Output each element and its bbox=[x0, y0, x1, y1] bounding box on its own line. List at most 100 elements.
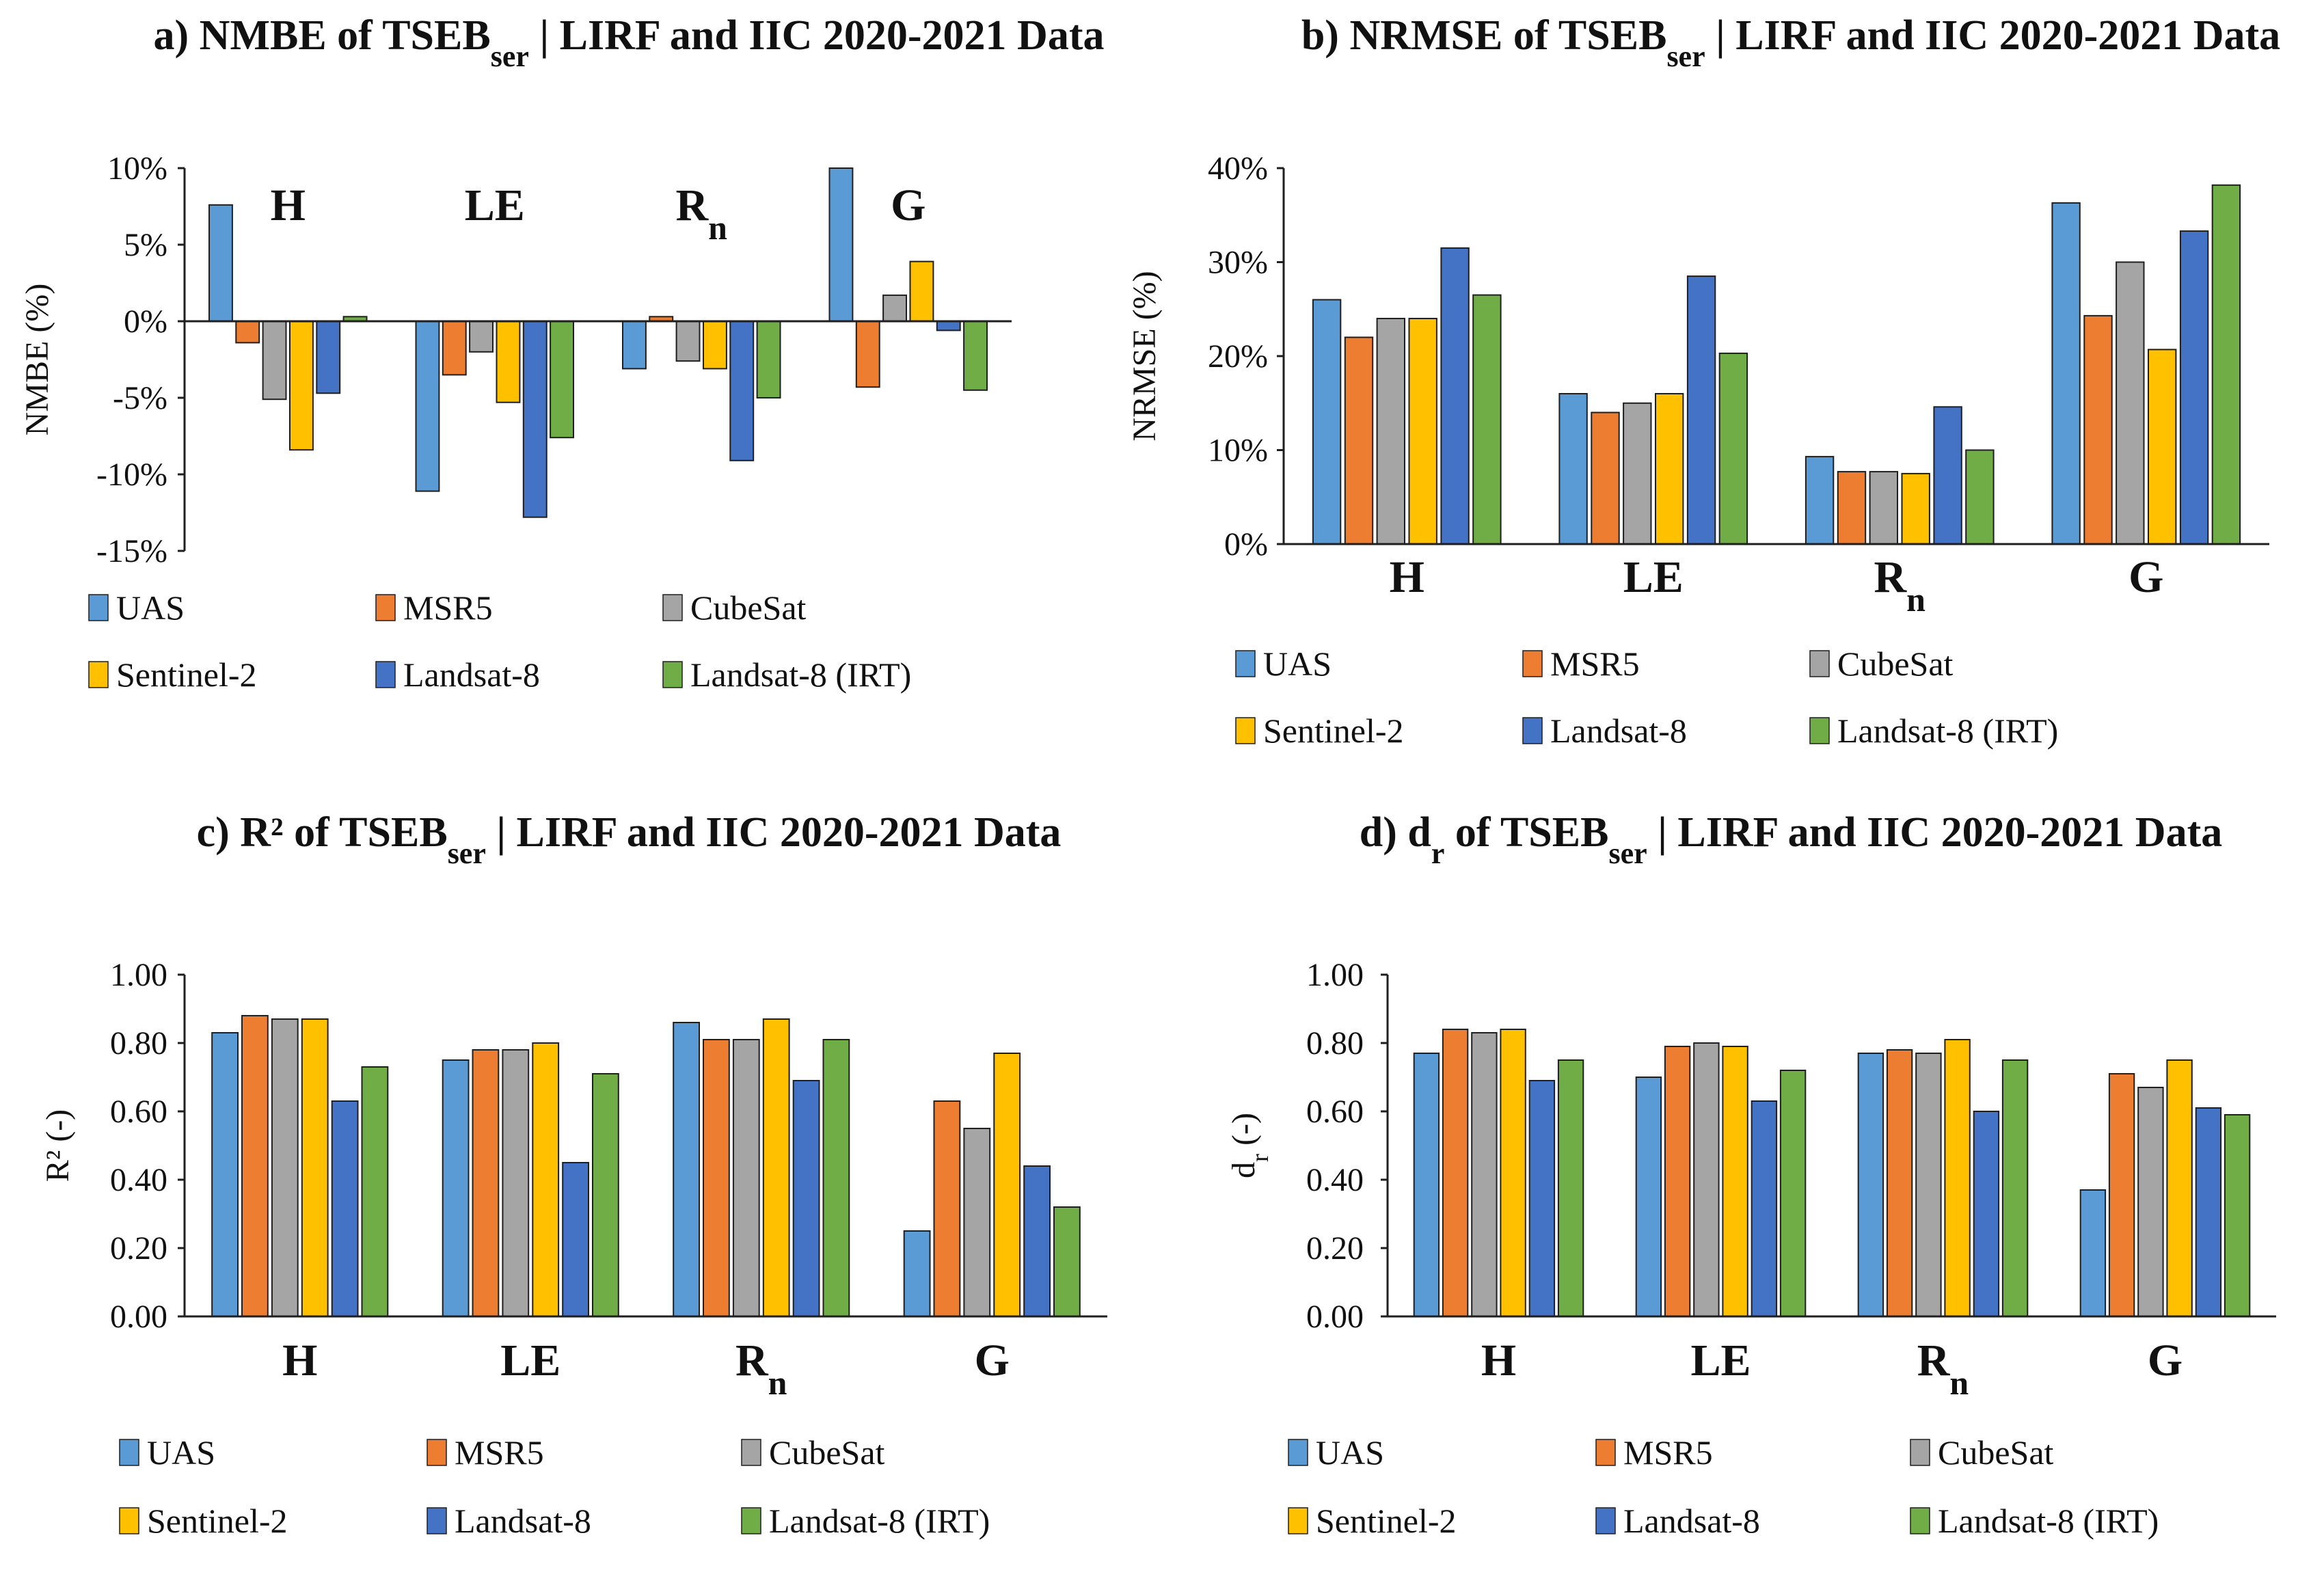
bar-msr5-rn bbox=[1886, 1049, 1913, 1317]
category-label: G bbox=[891, 180, 925, 230]
bar-uas-g bbox=[2079, 1189, 2107, 1317]
bar-uas-h bbox=[208, 204, 233, 322]
bar-uas-rn bbox=[1857, 1053, 1884, 1317]
chart-panel-1: b) NRMSE of TSEBser | LIRF and IIC 2020-… bbox=[1126, 12, 2280, 750]
bar-uas-le bbox=[442, 1059, 470, 1317]
y-tick-label: 0.20 bbox=[110, 1230, 167, 1267]
bar-landsat-8-rn bbox=[1933, 406, 1962, 545]
bar-landsat-8-irt-rn bbox=[1965, 449, 1995, 545]
category-label: Rn bbox=[1874, 552, 1926, 619]
y-tick-label: 10% bbox=[107, 150, 167, 187]
legend-swatch bbox=[1595, 1439, 1616, 1466]
y-tick-label: 0.80 bbox=[110, 1025, 167, 1061]
bar-sentinel-2-h bbox=[1408, 318, 1437, 545]
y-axis-label: dr (-) bbox=[1226, 1113, 1273, 1178]
legend-swatch bbox=[1235, 717, 1256, 744]
bar-uas-h bbox=[1413, 1053, 1440, 1317]
bar-msr5-h bbox=[235, 321, 260, 344]
bar-landsat-8-h bbox=[316, 321, 341, 394]
y-tick-label: 0.40 bbox=[110, 1162, 167, 1198]
legend-label: Landsat-8 bbox=[1623, 1502, 1760, 1540]
bar-uas-le bbox=[1558, 393, 1588, 545]
legend-label: Sentinel-2 bbox=[1316, 1502, 1457, 1540]
y-tick-label: 0.60 bbox=[1306, 1094, 1364, 1130]
legend-swatch bbox=[119, 1439, 139, 1466]
bar-uas-g bbox=[2051, 202, 2081, 545]
legend-label: MSR5 bbox=[455, 1433, 544, 1472]
legend-label: MSR5 bbox=[1623, 1433, 1713, 1472]
legend-label: Landsat-8 (IRT) bbox=[1837, 712, 2058, 750]
category-label: LE bbox=[1690, 1336, 1751, 1385]
legend-label: UAS bbox=[1263, 645, 1332, 683]
bar-landsat-8-g bbox=[2179, 230, 2209, 545]
y-tick-label: 20% bbox=[1208, 338, 1268, 375]
bar-cubesat-rn bbox=[732, 1039, 760, 1317]
category-label: H bbox=[1481, 1336, 1516, 1385]
bar-cubesat-le bbox=[1623, 402, 1652, 545]
bar-uas-rn bbox=[673, 1022, 701, 1317]
bar-uas-le bbox=[1635, 1077, 1662, 1317]
bar-landsat-8-le bbox=[522, 321, 548, 518]
bar-msr5-h bbox=[241, 1015, 269, 1317]
y-tick-label: 0.40 bbox=[1306, 1162, 1364, 1198]
y-axis-label: NMBE (%) bbox=[19, 284, 55, 436]
bar-cubesat-rn bbox=[1869, 471, 1899, 545]
y-tick-label: 10% bbox=[1208, 433, 1268, 469]
bar-landsat-8-irt-rn bbox=[822, 1039, 850, 1317]
bar-uas-g bbox=[828, 167, 854, 322]
chart-panel-2: c) R² of TSEBser | LIRF and IIC 2020-202… bbox=[40, 809, 1107, 1540]
bar-sentinel-2-rn bbox=[1944, 1039, 1971, 1317]
legend-swatch bbox=[1809, 717, 1830, 744]
y-tick-label: 0.00 bbox=[1306, 1299, 1364, 1335]
category-label: Rn bbox=[735, 1336, 787, 1402]
category-label: LE bbox=[1623, 552, 1684, 602]
bar-sentinel-2-le bbox=[532, 1042, 560, 1317]
bar-cubesat-h bbox=[271, 1018, 299, 1317]
legend-label: UAS bbox=[116, 588, 185, 627]
bar-cubesat-le bbox=[502, 1049, 530, 1317]
legend-label: Sentinel-2 bbox=[1263, 712, 1404, 750]
bar-uas-g bbox=[903, 1230, 931, 1317]
legend-swatch bbox=[88, 594, 109, 621]
bar-sentinel-2-h bbox=[289, 321, 314, 451]
bar-landsat-8-irt-rn bbox=[756, 321, 781, 398]
legend-label: Landsat-8 (IRT) bbox=[1938, 1502, 2159, 1540]
y-tick-label: 1.00 bbox=[110, 957, 167, 993]
legend-label: Landsat-8 bbox=[403, 655, 540, 694]
legend-label: Sentinel-2 bbox=[116, 655, 257, 694]
bar-landsat-8-irt-le bbox=[592, 1073, 619, 1317]
y-tick-label: -15% bbox=[96, 533, 167, 569]
y-tick-label: 0.80 bbox=[1306, 1025, 1364, 1061]
bar-landsat-8-h bbox=[1528, 1080, 1556, 1317]
y-tick-label: 5% bbox=[124, 227, 167, 263]
legend-swatch bbox=[119, 1507, 139, 1534]
chart-title: a) NMBE of TSEBser | LIRF and IIC 2020-2… bbox=[154, 12, 1105, 73]
bar-cubesat-h bbox=[262, 321, 287, 401]
bar-sentinel-2-le bbox=[1722, 1046, 1748, 1317]
bar-landsat-8-h bbox=[1440, 247, 1470, 545]
category-label: H bbox=[282, 1336, 317, 1385]
bar-cubesat-rn bbox=[1915, 1053, 1942, 1317]
bar-landsat-8-irt-h bbox=[1472, 294, 1502, 545]
legend-swatch bbox=[1288, 1507, 1308, 1534]
legend-label: Sentinel-2 bbox=[147, 1502, 288, 1540]
legend-swatch bbox=[1522, 717, 1543, 744]
bar-msr5-g bbox=[2108, 1073, 2135, 1317]
legend-label: MSR5 bbox=[403, 588, 493, 627]
legend-label: CubeSat bbox=[690, 588, 807, 627]
y-axis-label: NRMSE (%) bbox=[1126, 271, 1163, 441]
category-label: G bbox=[2148, 1336, 2183, 1385]
legend-swatch bbox=[1910, 1439, 1930, 1466]
category-label: LE bbox=[465, 180, 525, 230]
bar-cubesat-h bbox=[1376, 318, 1405, 545]
bar-sentinel-2-g bbox=[993, 1053, 1021, 1317]
bar-landsat-8-h bbox=[331, 1100, 359, 1317]
legend-label: Landsat-8 (IRT) bbox=[769, 1502, 990, 1540]
bar-landsat-8-irt-le bbox=[1718, 352, 1748, 545]
bar-msr5-le bbox=[472, 1049, 500, 1317]
bar-landsat-8-irt-le bbox=[1779, 1070, 1807, 1317]
chart-title: c) R² of TSEBser | LIRF and IIC 2020-202… bbox=[197, 809, 1062, 870]
y-tick-label: 0.20 bbox=[1306, 1230, 1364, 1267]
y-tick-label: 1.00 bbox=[1306, 957, 1364, 993]
legend-label: UAS bbox=[1316, 1433, 1384, 1472]
